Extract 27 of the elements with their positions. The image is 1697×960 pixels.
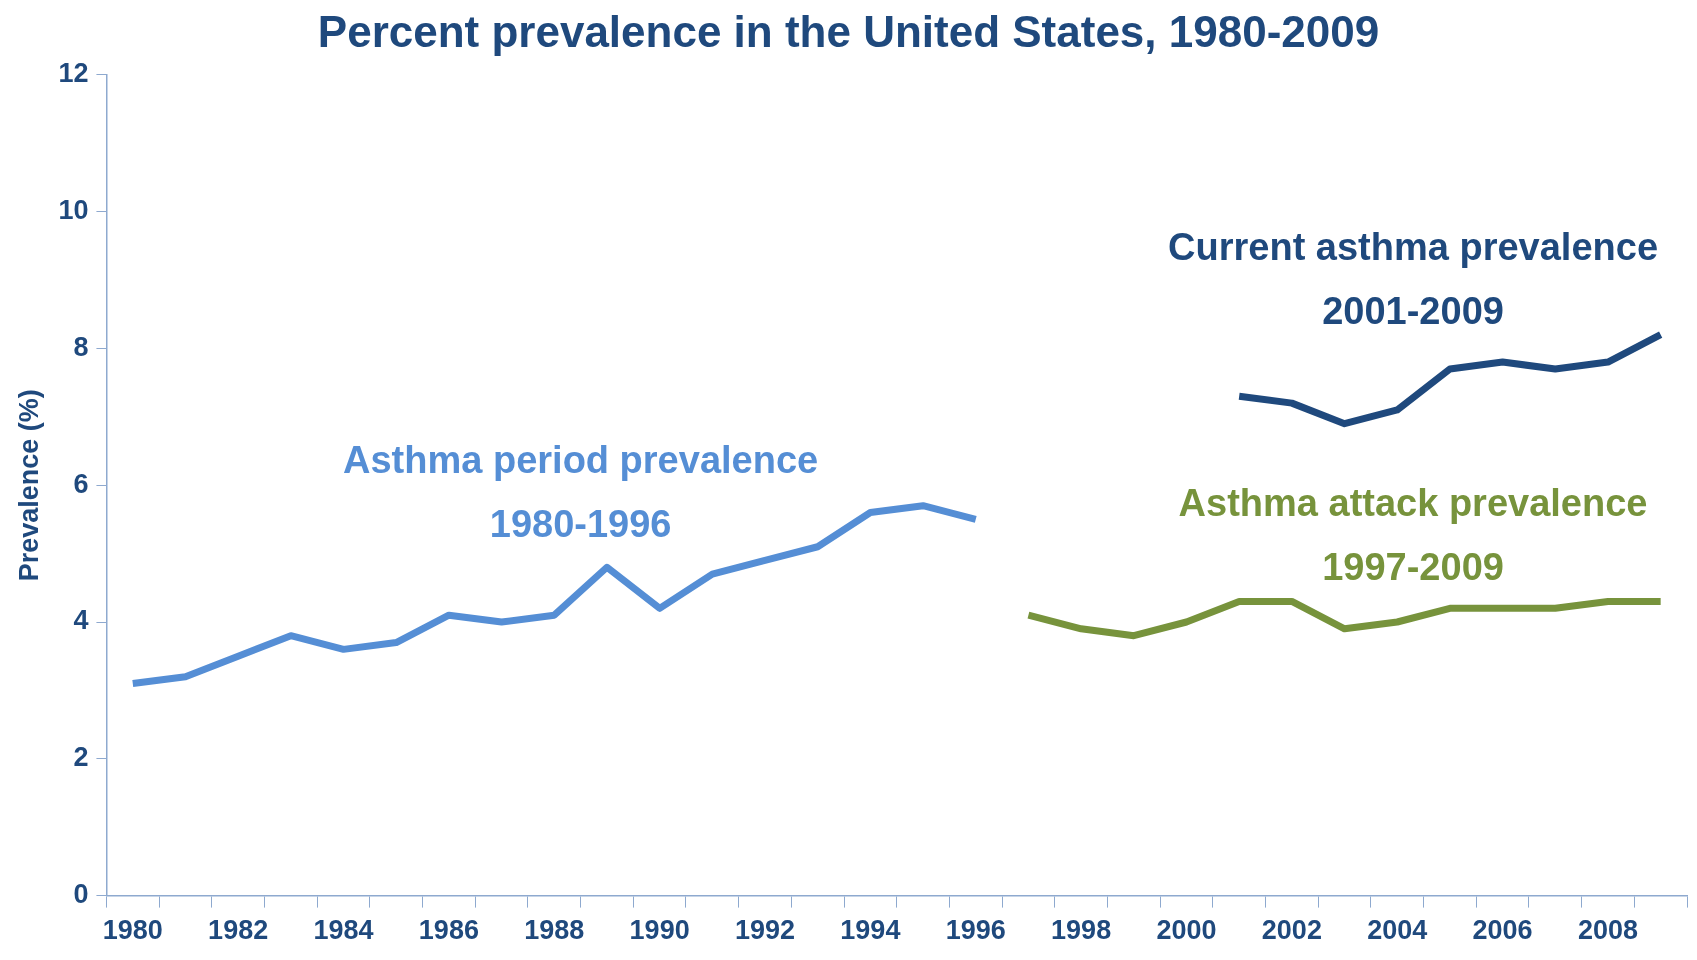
- x-tick-label: 1992: [734, 915, 796, 946]
- x-tick-label: 1980: [102, 915, 163, 946]
- x-tick-label: 2006: [1472, 915, 1533, 946]
- x-tick-label: 2008: [1577, 915, 1639, 946]
- x-tick-label: 2004: [1367, 915, 1428, 946]
- x-tick-label: 1986: [418, 915, 479, 946]
- chart-title: Percent prevalence in the United States, 1980-2009: [317, 6, 1380, 56]
- y-axis-title: Prevalence (%): [13, 389, 44, 582]
- y-tick-label: 10: [58, 195, 89, 226]
- x-tick-label: 1990: [629, 915, 690, 946]
- x-tick-label: 1982: [208, 915, 269, 946]
- x-tick-label: 1994: [840, 915, 901, 946]
- x-tick-label: 2002: [1261, 915, 1322, 946]
- y-tick-label: 8: [73, 331, 89, 362]
- x-tick-label: 1988: [524, 915, 585, 946]
- y-tick-label: 2: [73, 742, 89, 773]
- series-label: Asthma attack prevalence 1997-2009: [1178, 481, 1648, 588]
- x-tick-label: 1984: [313, 915, 374, 946]
- y-tick-label: 4: [73, 605, 89, 636]
- series-label: Current asthma prevalence 2001-2009: [1168, 225, 1659, 332]
- x-tick-label: 1998: [1051, 915, 1112, 946]
- y-tick-label: 6: [73, 468, 89, 499]
- series-label: Asthma period prevalence 1980-1996: [343, 438, 819, 545]
- y-tick-label: 12: [58, 58, 89, 89]
- x-tick-label: 1996: [945, 915, 1006, 946]
- y-tick-label: 0: [73, 879, 89, 910]
- x-tick-label: 2000: [1156, 915, 1217, 946]
